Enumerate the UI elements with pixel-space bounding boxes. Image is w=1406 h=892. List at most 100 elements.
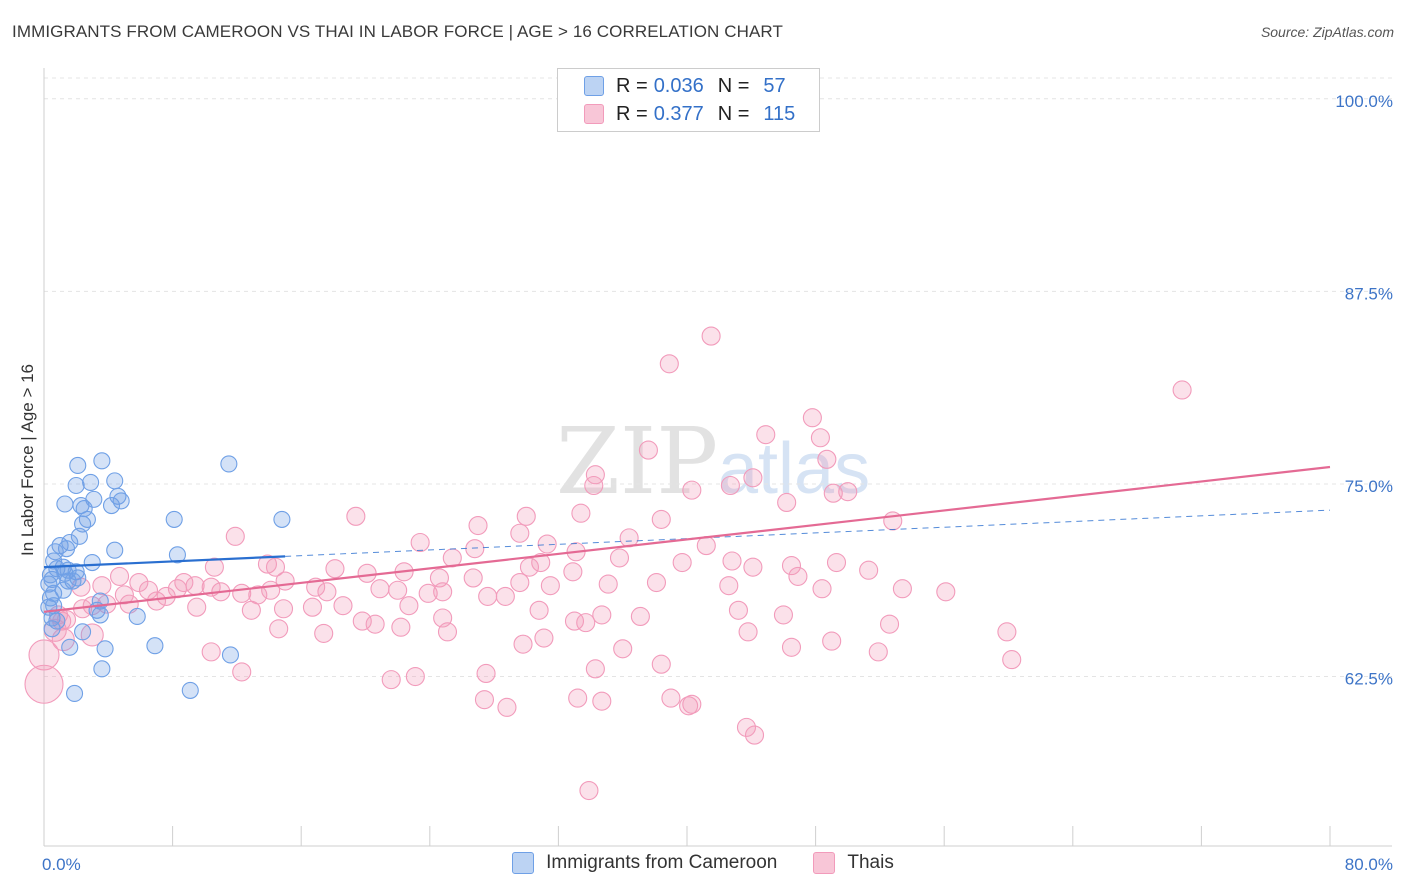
cameroon-point [106, 472, 124, 490]
trend-lines [43, 465, 1331, 613]
thais-point [146, 591, 167, 611]
thais-point [646, 573, 667, 593]
thais-point [696, 536, 716, 556]
bottom-legend-swatch-pink [813, 852, 836, 874]
thais-point [232, 662, 252, 682]
bottom-legend-label-thais: Thais [847, 852, 894, 873]
thais-point [672, 552, 692, 573]
thais-point [273, 599, 294, 619]
legend-swatch-blue [584, 76, 604, 96]
thais-point [743, 468, 763, 488]
thais-point [80, 623, 104, 647]
cameroon-point [146, 637, 164, 655]
thais-point [651, 654, 671, 674]
thais-point [781, 556, 802, 576]
thais-point [936, 582, 956, 602]
thais-point [333, 596, 353, 616]
thais-point [638, 440, 658, 460]
thais-point [365, 614, 385, 634]
axes [43, 68, 1392, 847]
watermark-zip: ZIP [556, 408, 718, 515]
thais-point [892, 579, 912, 599]
thais-point [728, 600, 748, 620]
thais-point [859, 560, 879, 580]
cameroon-point [221, 646, 240, 664]
cameroon-point [74, 623, 92, 641]
cameroon-point [67, 476, 85, 495]
thais-point [314, 623, 334, 643]
thais-point [510, 573, 530, 593]
legend-row-thais: R = 0.377 N = 115 [584, 102, 795, 126]
legend-r-label: R = [616, 74, 648, 97]
thais-point [110, 566, 130, 586]
thais-point [568, 688, 588, 708]
thais-point [531, 552, 551, 573]
thais-point [812, 579, 832, 599]
cameroon-point [220, 455, 238, 473]
thais-point [743, 557, 763, 577]
thais-point [576, 613, 596, 633]
thais-point [241, 600, 261, 620]
bottom-legend-swatch-blue [512, 852, 535, 874]
cameroon-point [61, 638, 79, 656]
thais-points [24, 326, 1192, 801]
legend-row-cameroon: R = 0.036 N = 57 [584, 74, 786, 98]
bottom-legend: Immigrants from Cameroon Thais [0, 852, 1406, 874]
thais-point [433, 582, 453, 602]
cameroon-point [273, 510, 291, 528]
thais-point [722, 551, 742, 571]
thais-point [997, 622, 1017, 642]
thais-point [817, 449, 837, 469]
cameroon-point [93, 452, 111, 470]
thais-point [381, 670, 401, 690]
cameroon-point [59, 572, 77, 590]
thais-point [781, 637, 802, 657]
cameroon-point [82, 473, 100, 491]
x-tick-label-min: 0.0% [42, 855, 81, 874]
cameroon-point [93, 660, 111, 678]
x-tick-label-max: 80.0% [1345, 855, 1393, 874]
cameroon-point [106, 541, 124, 559]
legend-n-value: 115 [763, 102, 796, 125]
thais-point [418, 583, 438, 603]
cameroon-point [128, 607, 146, 626]
thais-point [28, 639, 60, 671]
thais-point [592, 605, 612, 625]
thais-point [405, 666, 425, 687]
thais-point [838, 482, 858, 502]
thais-point [325, 559, 345, 579]
thais-point [868, 642, 888, 662]
thais-point [497, 697, 517, 717]
thais-point [519, 557, 540, 577]
thais-point [537, 534, 557, 554]
cameroon-point [102, 496, 121, 515]
legend-r-value: 0.377 [653, 102, 704, 125]
thais-point [720, 475, 740, 496]
thais-point [510, 523, 530, 543]
thais-point [701, 326, 721, 346]
thais-point [534, 628, 554, 648]
thais-point [465, 539, 485, 559]
thais-point [823, 483, 843, 503]
legend-swatch-pink [584, 104, 604, 124]
thais-point [679, 696, 699, 716]
thais-point [1172, 380, 1192, 400]
thais-point [463, 568, 483, 588]
cameroon-point [69, 569, 87, 587]
thais-point [563, 562, 583, 582]
thais-point [187, 597, 207, 617]
cameroon-point [70, 527, 88, 545]
cameroon-point [72, 496, 90, 515]
cameroon-point [165, 510, 183, 528]
thais-point [584, 475, 604, 496]
thais-point [391, 617, 411, 637]
y-tick-label: 75.0% [1345, 477, 1393, 496]
y-axis-label: In Labor Force | Age > 16 [18, 363, 37, 557]
cameroon-point [40, 575, 58, 593]
bottom-legend-cameroon: Immigrants from Cameroon [512, 852, 777, 874]
thais-point [478, 586, 498, 606]
thais-point [609, 548, 630, 568]
thais-point [92, 576, 112, 596]
thais-point [756, 425, 776, 445]
tick-labels: 62.5% 75.0% 87.5% 100.0% 0.0% 80.0% [42, 92, 1393, 874]
